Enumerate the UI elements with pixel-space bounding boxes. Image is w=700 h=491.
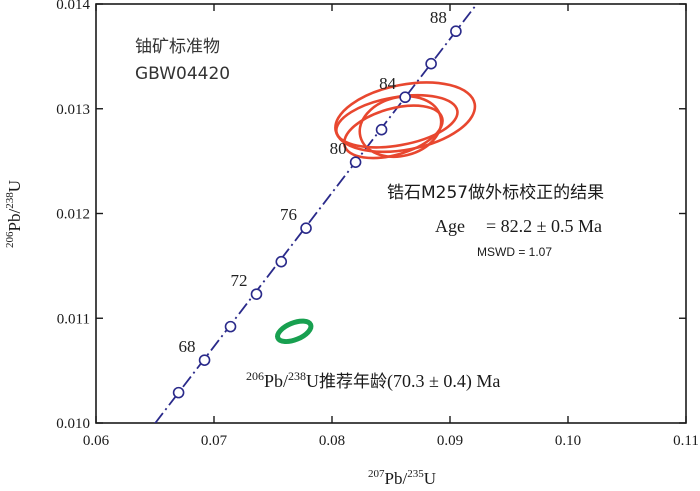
standard-material-code: GBW04420 [135, 64, 230, 84]
age-label-80: 80 [330, 139, 347, 158]
reference-error-ellipse [275, 318, 314, 345]
age-label: Age [435, 216, 465, 236]
age-value: = 82.2 ± 0.5 Ma [486, 216, 602, 236]
concordia-age-labels: 68 72 76 80 84 88 [179, 8, 447, 356]
sample-result-title: 锆石M257做外标校正的结果 [387, 183, 604, 203]
sample-error-ellipses [334, 81, 477, 160]
x-tick-label: 0.07 [201, 433, 228, 449]
age-marker [250, 288, 263, 300]
x-tick-label: 0.09 [437, 433, 463, 449]
y-tick-label: 0.014 [56, 0, 90, 13]
y-tick-label: 0.010 [56, 416, 90, 432]
age-label-72: 72 [230, 271, 247, 290]
sample-error-ellipse [342, 104, 444, 160]
x-axis-title: 207Pb/235U [368, 468, 436, 488]
x-tick-label: 0.11 [673, 433, 699, 449]
age-marker [349, 156, 362, 168]
x-tick-label: 0.06 [83, 433, 110, 449]
age-marker [275, 255, 288, 268]
age-marker [224, 320, 237, 333]
age-marker [375, 123, 388, 136]
concordia-age-markers [172, 25, 462, 399]
age-marker [300, 222, 312, 234]
sample-error-ellipse [334, 81, 477, 154]
age-label-84: 84 [379, 74, 397, 93]
y-tick-label: 0.012 [56, 207, 90, 223]
age-label-88: 88 [430, 8, 447, 27]
x-tick-label: 0.10 [555, 433, 581, 449]
x-axis-ticks: 0.06 0.07 0.08 0.09 0.10 0.11 [83, 4, 699, 449]
x-tick-label: 0.08 [319, 433, 345, 449]
plot-content [154, 4, 478, 423]
y-axis-title: 206Pb/238U [4, 180, 24, 248]
age-marker [198, 354, 211, 366]
age-marker [425, 57, 437, 70]
age-label-76: 76 [280, 205, 297, 224]
mswd-value: MSWD = 1.07 [477, 245, 552, 259]
age-label-68: 68 [179, 337, 196, 356]
age-marker [399, 91, 411, 104]
age-marker [172, 386, 185, 399]
y-axis-ticks: 0.010 0.011 0.012 0.013 0.014 [56, 0, 686, 432]
y-tick-label: 0.011 [57, 311, 90, 327]
reference-age-text: 206Pb/238U推荐年龄(70.3 ± 0.4) Ma [246, 369, 500, 392]
y-tick-label: 0.013 [56, 102, 90, 118]
age-marker [450, 25, 462, 38]
standard-material-name: 铀矿标准物 [135, 37, 220, 57]
concordia-curve [154, 4, 478, 423]
